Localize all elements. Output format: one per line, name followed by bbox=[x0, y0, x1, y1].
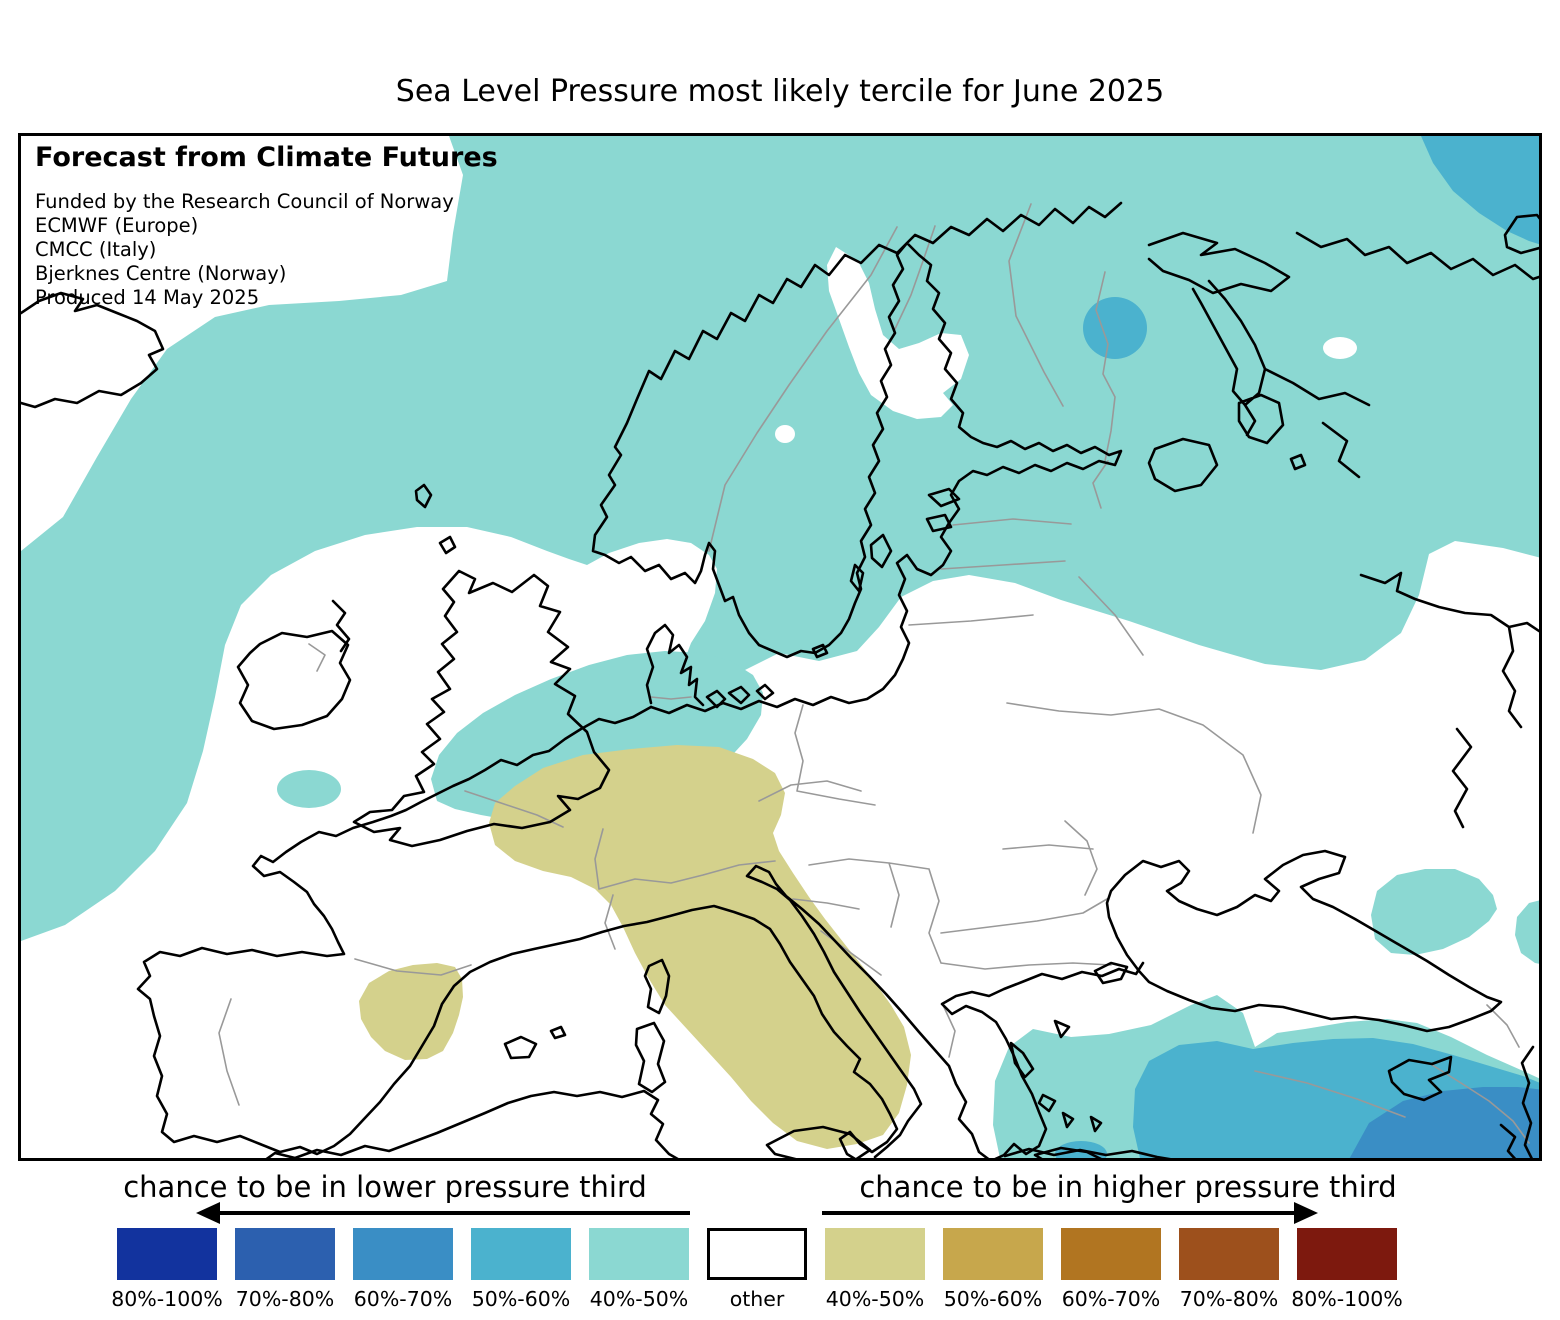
region-hole-bothnia bbox=[827, 247, 969, 419]
legend-swatch-higher-80-100 bbox=[1297, 1228, 1397, 1280]
coast-iceland bbox=[21, 291, 165, 409]
coast-mediterranean-islands bbox=[503, 958, 1453, 1158]
map-info-line: Funded by the Research Council of Norway bbox=[35, 190, 454, 213]
coast-black-sea bbox=[1093, 849, 1503, 1033]
legend-swatch-lower-40-50 bbox=[589, 1228, 689, 1280]
legend-swatch-label: 60%-70% bbox=[353, 1287, 453, 1311]
coast-scandinavia bbox=[591, 201, 1123, 715]
region-lower-40-50-brittany bbox=[277, 770, 341, 808]
legend-swatch-lower-70-80 bbox=[235, 1228, 335, 1280]
legend-swatch-label: 80%-100% bbox=[111, 1287, 223, 1311]
legend-swatch-lower-50-60 bbox=[471, 1228, 571, 1280]
page-title: Sea Level Pressure most likely tercile f… bbox=[395, 74, 1165, 109]
coast-ireland bbox=[236, 629, 352, 731]
legend-swatch-other bbox=[707, 1228, 807, 1280]
region-lower-50-60-finland bbox=[1083, 297, 1147, 359]
region-hole-dot bbox=[775, 425, 795, 443]
lower-arrow-line bbox=[218, 1211, 690, 1215]
region-lower-40-50-rightedge bbox=[1515, 900, 1539, 964]
legend-swatch-lower-60-70 bbox=[353, 1228, 453, 1280]
legend-swatch-label: other bbox=[729, 1287, 785, 1311]
map-info-line: Produced 14 May 2025 bbox=[35, 286, 260, 309]
forecast-map: Forecast from Climate Futures Funded by … bbox=[18, 133, 1542, 1161]
country-borders bbox=[218, 203, 1530, 1144]
map-info-line: Bjerknes Centre (Norway) bbox=[35, 262, 287, 285]
legend-swatch-label: 40%-50% bbox=[825, 1287, 925, 1311]
map-info-block: Funded by the Research Council of Norway… bbox=[35, 190, 454, 310]
coast-denmark bbox=[645, 623, 775, 709]
coastlines bbox=[21, 201, 1539, 1158]
lower-arrow-head-icon bbox=[196, 1202, 220, 1224]
legend-lower-label: chance to be in lower pressure third bbox=[123, 1170, 647, 1204]
map-info-line: CMCC (Italy) bbox=[35, 238, 157, 261]
legend-higher-label: chance to be in higher pressure third bbox=[859, 1170, 1397, 1204]
legend-swatch-label: 60%-70% bbox=[1061, 1287, 1161, 1311]
legend-swatch-label: 50%-60% bbox=[943, 1287, 1043, 1311]
region-hole-spot bbox=[1323, 337, 1357, 359]
legend-swatch-higher-70-80 bbox=[1179, 1228, 1279, 1280]
probability-regions bbox=[21, 136, 1539, 1158]
map-heading: Forecast from Climate Futures bbox=[35, 142, 498, 173]
legend-swatch-label: 50%-60% bbox=[471, 1287, 571, 1311]
coast-africa-levant bbox=[265, 1045, 1535, 1158]
coast-arctic-russia bbox=[1147, 213, 1539, 829]
legend-swatch-higher-60-70 bbox=[1061, 1228, 1161, 1280]
region-lower-50-60-topright bbox=[1421, 136, 1539, 245]
region-higher-40-50-spain bbox=[359, 963, 463, 1060]
borders-central bbox=[218, 704, 1112, 1106]
legend-swatch-label: 70%-80% bbox=[1179, 1287, 1279, 1311]
legend-swatch-label: 40%-50% bbox=[589, 1287, 689, 1311]
borders-north bbox=[308, 203, 1116, 700]
higher-arrow-line bbox=[822, 1211, 1294, 1215]
legend-swatch-higher-50-60 bbox=[943, 1228, 1043, 1280]
higher-arrow-head-icon bbox=[1294, 1202, 1318, 1224]
region-lower-40-50-north bbox=[21, 136, 1539, 941]
legend-swatch-label: 80%-100% bbox=[1291, 1287, 1403, 1311]
legend-swatch-label: 70%-80% bbox=[235, 1287, 335, 1311]
legend-swatch-lower-80-100 bbox=[117, 1228, 217, 1280]
borders-east bbox=[1006, 576, 1530, 1144]
legend-swatch-higher-40-50 bbox=[825, 1228, 925, 1280]
region-higher-40-50-central-europe bbox=[489, 745, 911, 1149]
coast-uk bbox=[352, 569, 611, 848]
coast-west-south-europe bbox=[136, 705, 1145, 1158]
region-lower-40-50-caucasus bbox=[1371, 869, 1497, 955]
coast-north-islands bbox=[331, 483, 961, 659]
region-lower-60-70-seturkey bbox=[1349, 1087, 1539, 1158]
map-info-line: ECMWF (Europe) bbox=[35, 214, 199, 237]
europe-map-svg bbox=[21, 136, 1539, 1158]
